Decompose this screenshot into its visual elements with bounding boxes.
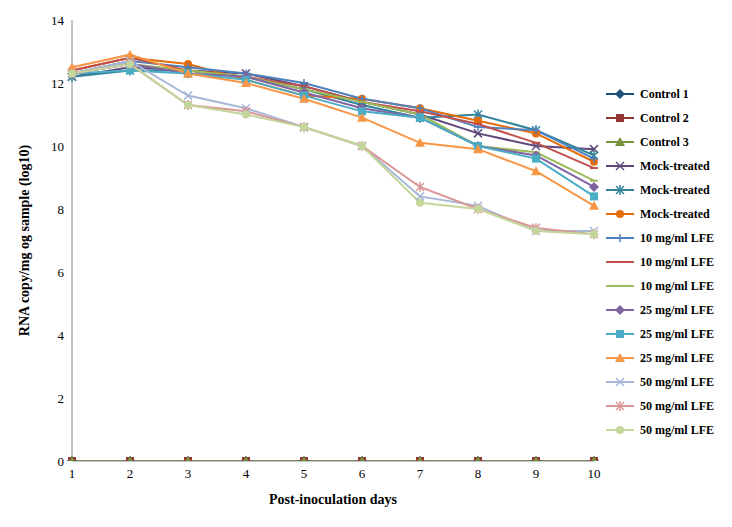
html-text:50 mg/ml LFE: 50 mg/ml LFE bbox=[640, 398, 714, 413]
svg-text:6: 6 bbox=[359, 466, 366, 481]
html-text:Control 3: Control 3 bbox=[640, 134, 689, 149]
html-text:Mock-treated: Mock-treated bbox=[640, 182, 710, 197]
html-text:Mock-treated: Mock-treated bbox=[640, 206, 710, 221]
html-text:Mock-treated: Mock-treated bbox=[640, 158, 710, 173]
svg-text:2: 2 bbox=[127, 466, 134, 481]
svg-text:1: 1 bbox=[69, 466, 76, 481]
html-text:10 mg/ml LFE: 10 mg/ml LFE bbox=[640, 278, 714, 293]
svg-text:9: 9 bbox=[533, 466, 540, 481]
svg-text:RNA copy/mg og sample (log10): RNA copy/mg og sample (log10) bbox=[17, 145, 33, 337]
svg-text:6: 6 bbox=[58, 265, 65, 280]
html-text:10 mg/ml LFE: 10 mg/ml LFE bbox=[640, 254, 714, 269]
html-text:25 mg/ml LFE: 25 mg/ml LFE bbox=[640, 326, 714, 341]
svg-text:14: 14 bbox=[51, 13, 65, 28]
html-text:Control 2: Control 2 bbox=[640, 110, 689, 125]
html-text:Control 1: Control 1 bbox=[640, 86, 689, 101]
html-text:50 mg/ml LFE: 50 mg/ml LFE bbox=[640, 374, 714, 389]
svg-text:12: 12 bbox=[51, 76, 64, 91]
svg-text:3: 3 bbox=[185, 466, 192, 481]
svg-text:8: 8 bbox=[475, 466, 482, 481]
svg-text:4: 4 bbox=[243, 466, 250, 481]
html-text:25 mg/ml LFE: 25 mg/ml LFE bbox=[640, 302, 714, 317]
svg-text:10: 10 bbox=[588, 466, 601, 481]
html-text:25 mg/ml LFE: 25 mg/ml LFE bbox=[640, 350, 714, 365]
svg-text:Post-inoculation days: Post-inoculation days bbox=[269, 492, 398, 507]
svg-text:2: 2 bbox=[58, 391, 65, 406]
svg-text:8: 8 bbox=[58, 202, 65, 217]
svg-text:10: 10 bbox=[51, 139, 64, 154]
html-text:50 mg/ml LFE: 50 mg/ml LFE bbox=[640, 422, 714, 437]
svg-text:4: 4 bbox=[58, 328, 65, 343]
svg-text:5: 5 bbox=[301, 466, 308, 481]
svg-text:7: 7 bbox=[417, 466, 424, 481]
svg-text:0: 0 bbox=[58, 454, 65, 469]
html-text:10 mg/ml LFE: 10 mg/ml LFE bbox=[640, 230, 714, 245]
